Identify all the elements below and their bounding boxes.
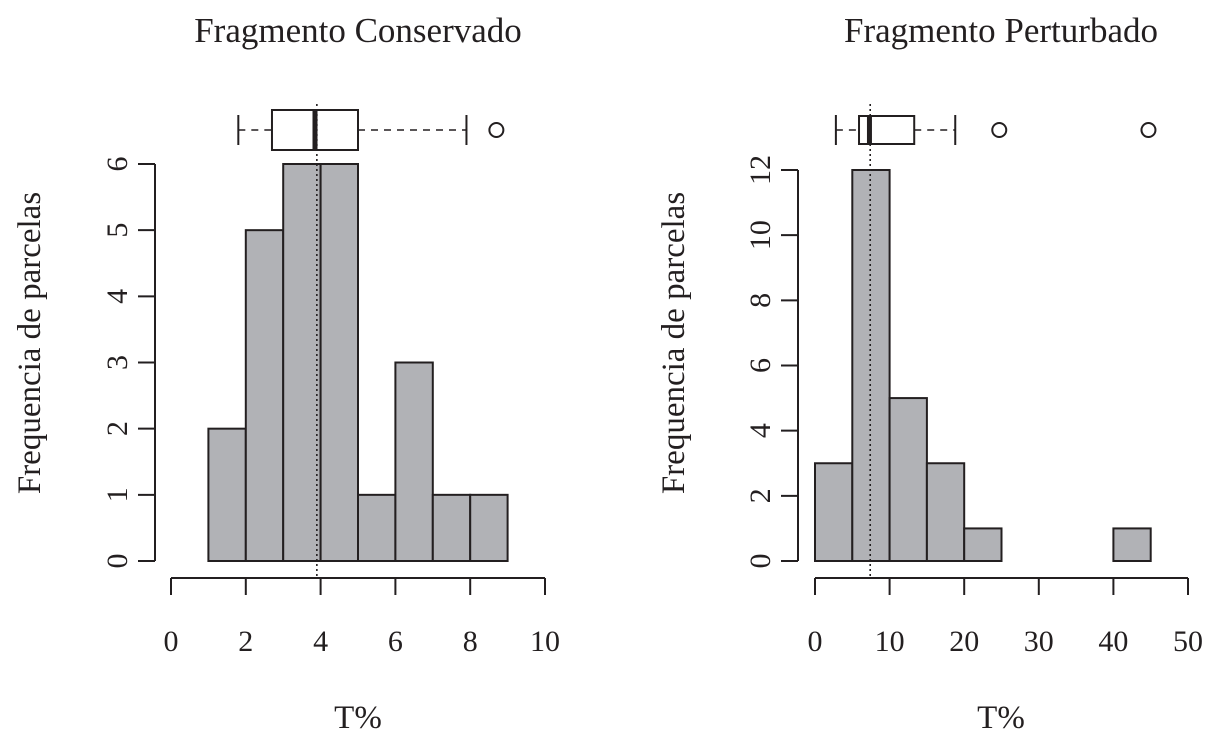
y-tick-label: 12 (744, 155, 777, 185)
histogram-bar (469, 493, 509, 563)
y-tick-label: 10 (744, 220, 777, 250)
x-tick-label: 20 (949, 625, 979, 658)
histogram-bar (244, 229, 285, 563)
y-tick-label: 2 (101, 421, 134, 436)
y-axis: 0 2 4 6 8 10 12 (744, 155, 799, 569)
y-tick-label: 5 (101, 223, 134, 238)
x-tick-label: 6 (388, 625, 403, 658)
histogram-bar (888, 397, 928, 563)
histogram-bar (319, 163, 360, 562)
x-tick-label: 40 (1098, 625, 1128, 658)
histogram-bar (431, 493, 472, 563)
boxplot (237, 109, 505, 151)
boxplot-outlier (1140, 122, 1157, 138)
x-axis: 0 10 20 30 40 50 (808, 577, 1203, 658)
histogram-bars (814, 169, 1152, 563)
x-tick-label: 30 (1024, 625, 1054, 658)
y-tick-label: 4 (744, 423, 777, 438)
histogram-bar (963, 527, 1003, 563)
y-tick-label: 4 (101, 289, 134, 304)
chart-title: Fragmento Conservado (194, 11, 522, 50)
y-tick-label: 6 (101, 157, 134, 172)
x-tick-label: 8 (463, 625, 478, 658)
panel-fragmento-perturbado: Fragmento Perturbado T% Frequencia de pa… (656, 11, 1203, 731)
histogram-bar (357, 493, 397, 563)
panel-fragmento-conservado: Fragmento Conservado T% Frequencia de pa… (12, 11, 560, 731)
histogram-bar (282, 163, 322, 562)
y-axis-title: Frequencia de parcelas (12, 192, 48, 494)
y-tick-label: 6 (744, 358, 777, 373)
histogram-bar (207, 427, 247, 562)
y-tick-label: 3 (101, 355, 134, 370)
chart-title: Fragmento Perturbado (844, 11, 1158, 50)
histogram-bar (1112, 527, 1152, 563)
x-tick-label: 10 (875, 625, 905, 658)
x-tick-label: 2 (238, 625, 253, 658)
y-tick-label: 1 (101, 487, 134, 502)
y-tick-label: 0 (744, 554, 777, 569)
histogram-bar (814, 462, 854, 562)
x-tick-label: 10 (530, 625, 560, 658)
y-axis-title: Frequencia de parcelas (656, 192, 692, 494)
histogram-bar (925, 462, 966, 562)
histogram-bars (207, 163, 509, 563)
x-tick-label: 0 (808, 625, 823, 658)
boxplot (834, 115, 1157, 145)
histogram-bar (394, 361, 434, 562)
x-axis-title: T% (977, 700, 1025, 731)
x-tick-label: 50 (1173, 625, 1203, 658)
boxplot-outlier (991, 122, 1008, 138)
x-axis-title: T% (334, 700, 382, 731)
x-tick-label: 4 (313, 625, 328, 658)
x-tick-label: 0 (164, 625, 179, 658)
y-axis: 0 1 2 3 4 5 6 (101, 157, 156, 569)
y-tick-label: 8 (744, 293, 777, 308)
boxplot-outlier (488, 122, 505, 138)
y-tick-label: 2 (744, 488, 777, 503)
x-axis: 0 2 4 6 8 10 (164, 577, 560, 658)
y-tick-label: 0 (101, 554, 134, 569)
